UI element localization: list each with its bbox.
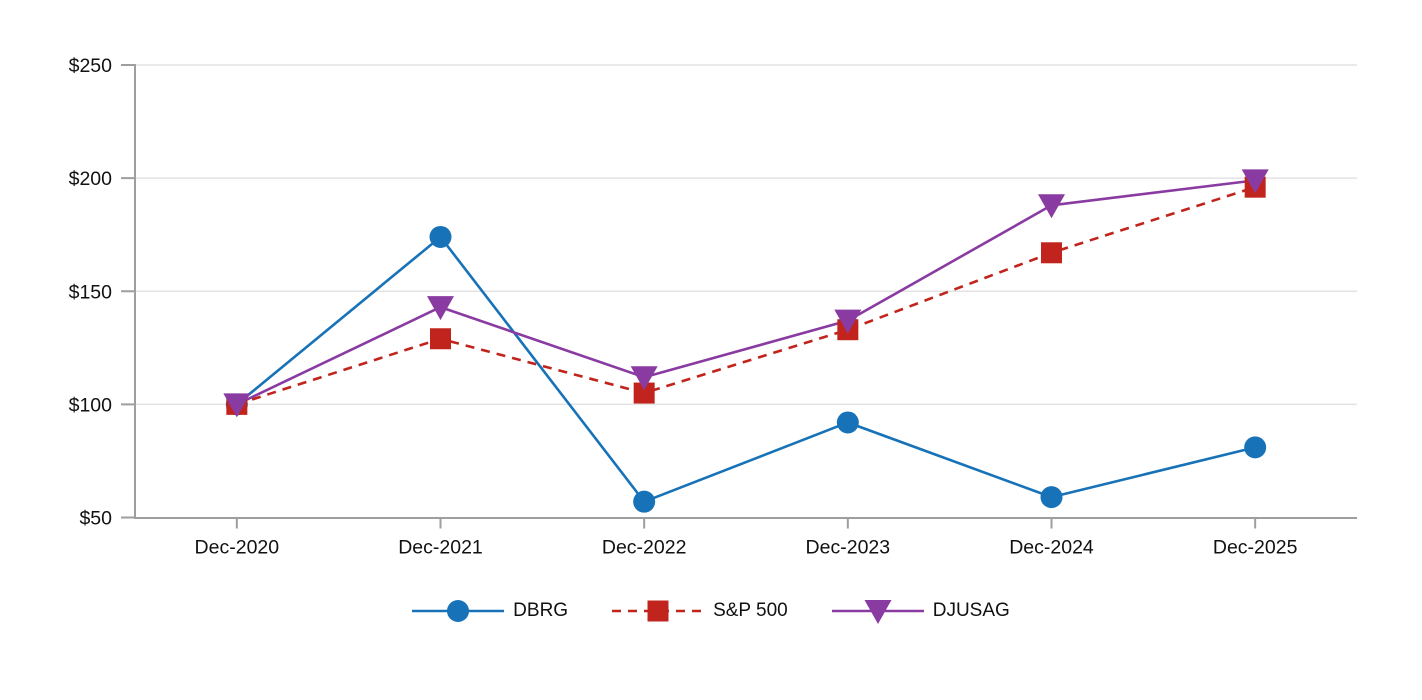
- legend-label-djusag: DJUSAG: [932, 600, 1010, 621]
- data-point-marker-triangle-down: [630, 366, 658, 391]
- data-point-marker-circle: [1244, 436, 1267, 459]
- data-point-marker-triangle-down: [834, 309, 862, 334]
- x-tick-label: Dec-2022: [602, 537, 687, 559]
- data-point-marker-circle: [447, 600, 470, 622]
- data-point-marker-square: [647, 600, 669, 622]
- x-tick-label: Dec-2020: [195, 537, 280, 559]
- data-point-marker-triangle-down: [427, 296, 454, 321]
- y-tick-label: $150: [69, 281, 113, 303]
- x-tick-label: Dec-2021: [398, 537, 483, 559]
- legend-item-djusag: DJUSAG: [831, 597, 1010, 625]
- data-point-marker-circle: [836, 411, 859, 434]
- x-tick-label: Dec-2025: [1213, 537, 1298, 559]
- legend-marker-triangle-icon: [831, 600, 924, 624]
- data-point-marker-triangle-down: [1241, 169, 1269, 194]
- data-point-marker-square: [633, 382, 655, 404]
- y-tick-label: $250: [69, 55, 113, 77]
- y-tick-label: $100: [69, 394, 113, 416]
- series-line-1: [236, 185, 1256, 406]
- legend-item-sp500: S&P 500: [612, 597, 788, 625]
- x-tick-label: Dec-2023: [806, 537, 891, 559]
- data-point-marker-triangle-down: [1038, 194, 1065, 219]
- series-line-2: [236, 179, 1256, 406]
- data-point-marker-square: [1041, 242, 1062, 264]
- x-tick-label: Dec-2024: [1009, 537, 1094, 559]
- data-point-marker-circle: [429, 225, 452, 248]
- chart-legend: DBRG S&P 500 DJUSAG: [0, 597, 1422, 625]
- series-line-0: [236, 235, 1256, 503]
- legend-label-dbrg: DBRG: [513, 600, 569, 621]
- legend-marker-square-icon: [612, 600, 705, 622]
- legend-item-dbrg: DBRG: [412, 597, 568, 625]
- data-point-marker-circle: [1040, 486, 1063, 509]
- data-point-marker-triangle-down: [864, 600, 892, 624]
- data-point-marker-square: [430, 328, 451, 350]
- legend-label-sp500: S&P 500: [713, 600, 788, 621]
- y-tick-label: $50: [79, 508, 112, 530]
- legend-marker-circle-icon: [412, 600, 505, 622]
- data-point-marker-circle: [633, 490, 656, 513]
- y-tick-label: $200: [69, 168, 113, 190]
- data-point-marker-triangle-down: [223, 393, 251, 418]
